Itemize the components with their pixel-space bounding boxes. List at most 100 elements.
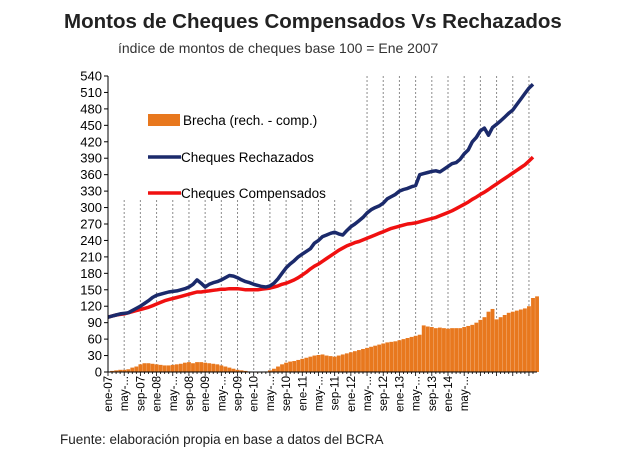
bar-brecha xyxy=(170,364,175,372)
bar-brecha xyxy=(344,353,349,372)
bar-brecha xyxy=(191,363,195,372)
y-tick-label: 510 xyxy=(80,85,102,100)
bar-brecha xyxy=(535,296,539,372)
bar-brecha xyxy=(138,364,143,372)
bar-brecha xyxy=(195,362,199,372)
bar-brecha xyxy=(369,346,374,372)
x-tick-label: sep-11 xyxy=(330,376,342,410)
x-tick-label: may-... xyxy=(216,376,228,411)
bar-brecha xyxy=(300,358,305,372)
y-tick-label: 90 xyxy=(88,315,102,330)
y-tick-label: 120 xyxy=(80,299,102,314)
y-tick-label: 390 xyxy=(80,151,102,166)
x-tick-label: sep-10 xyxy=(281,376,293,411)
bar-brecha xyxy=(114,370,119,372)
bar-brecha xyxy=(437,327,442,372)
x-tick-label: ene-11 xyxy=(297,376,309,411)
bar-brecha xyxy=(377,344,382,372)
bar-brecha xyxy=(324,355,329,372)
y-tick-label: 60 xyxy=(88,332,102,347)
x-tick-label: ene-14 xyxy=(443,375,455,411)
bar-brecha xyxy=(531,298,535,372)
bar-brecha xyxy=(118,369,123,372)
y-tick-label: 450 xyxy=(80,118,102,133)
x-tick-label: ene-12 xyxy=(346,376,358,412)
bar-brecha xyxy=(389,341,394,372)
bar-brecha xyxy=(498,317,503,372)
x-tick-label: sep-13 xyxy=(427,376,439,411)
bar-brecha xyxy=(421,325,426,372)
bar-brecha xyxy=(243,370,248,372)
bar-brecha xyxy=(518,309,523,372)
x-tick-label: sep-08 xyxy=(184,376,196,411)
y-tick-label: 540 xyxy=(80,69,102,84)
bar-brecha xyxy=(312,355,317,372)
bar-brecha xyxy=(365,347,369,372)
bar-brecha xyxy=(162,365,167,372)
bar-brecha xyxy=(158,364,163,372)
x-tick-label: may-... xyxy=(119,376,131,411)
bar-brecha xyxy=(482,317,487,372)
bar-brecha xyxy=(182,362,187,372)
bar-brecha xyxy=(361,348,365,372)
x-tick-label: may-... xyxy=(411,376,423,411)
bar-brecha xyxy=(267,370,272,372)
bar-brecha xyxy=(413,335,418,372)
bar-brecha xyxy=(502,314,507,372)
bar-brecha xyxy=(288,361,293,372)
bar-brecha xyxy=(134,366,139,372)
bar-brecha xyxy=(357,350,361,372)
bar-brecha xyxy=(381,343,386,372)
bar-brecha xyxy=(417,334,422,372)
bar-brecha xyxy=(320,354,325,372)
bar-brecha xyxy=(122,369,127,372)
bar-brecha xyxy=(276,366,280,372)
x-tick-label: ene-10 xyxy=(249,376,261,412)
x-tick-label: ene-09 xyxy=(200,376,212,412)
bar-brecha xyxy=(458,328,463,372)
bar-brecha xyxy=(154,364,159,372)
line-compensados xyxy=(107,155,535,319)
bar-brecha xyxy=(450,328,454,372)
bar-brecha xyxy=(178,363,183,372)
x-tick-label: may-... xyxy=(265,376,277,411)
bar-brecha xyxy=(142,363,147,372)
x-tick-label: sep-09 xyxy=(233,376,245,411)
x-tick-label: may-... xyxy=(362,376,374,411)
bar-brecha xyxy=(284,362,289,372)
bar-brecha xyxy=(510,311,515,372)
y-tick-label: 420 xyxy=(80,134,102,149)
x-tick-label: ene-13 xyxy=(394,376,406,412)
series-lines xyxy=(107,82,535,319)
legend-label-compensados: Cheques Compensados xyxy=(181,186,326,201)
bar-brecha xyxy=(401,339,406,372)
y-tick-label: 270 xyxy=(80,217,102,232)
bar-brecha xyxy=(478,319,483,372)
bar-brecha xyxy=(150,363,155,372)
bar-brecha xyxy=(352,351,357,372)
x-tick-label: sep-12 xyxy=(378,376,390,411)
y-tick-label: 180 xyxy=(80,266,102,281)
bar-brecha xyxy=(506,312,511,372)
bar-brecha xyxy=(328,356,333,372)
legend: Brecha (rech. - comp.) Cheques Rechazado… xyxy=(148,113,326,201)
bar-brecha xyxy=(466,325,471,372)
bar-brecha xyxy=(522,308,527,372)
bar-brecha xyxy=(211,363,216,372)
bar-brecha xyxy=(429,327,434,372)
line-rechazados xyxy=(107,82,535,319)
bar-brecha xyxy=(146,363,151,372)
bar-brecha xyxy=(235,369,240,372)
bar-brecha xyxy=(227,367,232,372)
bar-brecha xyxy=(316,355,321,372)
bar-brecha xyxy=(336,355,341,372)
chart-title: Montos de Cheques Compensados Vs Rechaza… xyxy=(64,10,562,33)
bar-brecha xyxy=(494,319,499,372)
x-tick-label: ene-08 xyxy=(152,376,164,412)
x-tick-label: may-... xyxy=(459,376,471,411)
source-note: Fuente: elaboración propia en base a dat… xyxy=(60,432,384,447)
bar-brecha xyxy=(405,338,410,372)
y-tick-label: 480 xyxy=(80,101,102,116)
